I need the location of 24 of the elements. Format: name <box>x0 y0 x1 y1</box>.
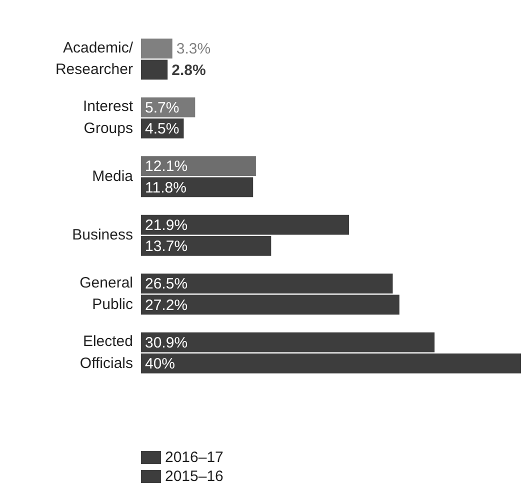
bar <box>141 38 172 58</box>
data-label: 30.9% <box>145 334 188 352</box>
bar <box>141 177 254 198</box>
data-label: 13.7% <box>145 238 188 256</box>
y-tick-label: Interest Groups <box>82 98 134 137</box>
data-label: 40% <box>145 356 176 373</box>
y-tick-label: General Public <box>80 274 134 314</box>
legend-label: 2015–16 <box>165 468 224 485</box>
data-label: 27.2% <box>145 296 188 314</box>
data-label: 12.1% <box>145 158 188 176</box>
data-label: 26.5% <box>145 276 188 293</box>
y-tick-label: Academic/ Researcher <box>55 39 134 78</box>
data-label: 3.3% <box>176 40 211 58</box>
y-tick-label: Media <box>92 168 134 185</box>
data-label: 4.5% <box>145 120 180 138</box>
data-label: 2.8% <box>172 62 206 79</box>
y-tick-label: Business <box>72 226 133 244</box>
data-label: 5.7% <box>145 99 180 116</box>
bar <box>141 156 256 176</box>
bar <box>141 60 168 80</box>
data-label: 11.8% <box>145 179 186 196</box>
legend-label: 2016–17 <box>165 449 224 466</box>
data-label: 21.9% <box>145 216 188 234</box>
y-tick-label: Elected Officials <box>80 333 133 372</box>
